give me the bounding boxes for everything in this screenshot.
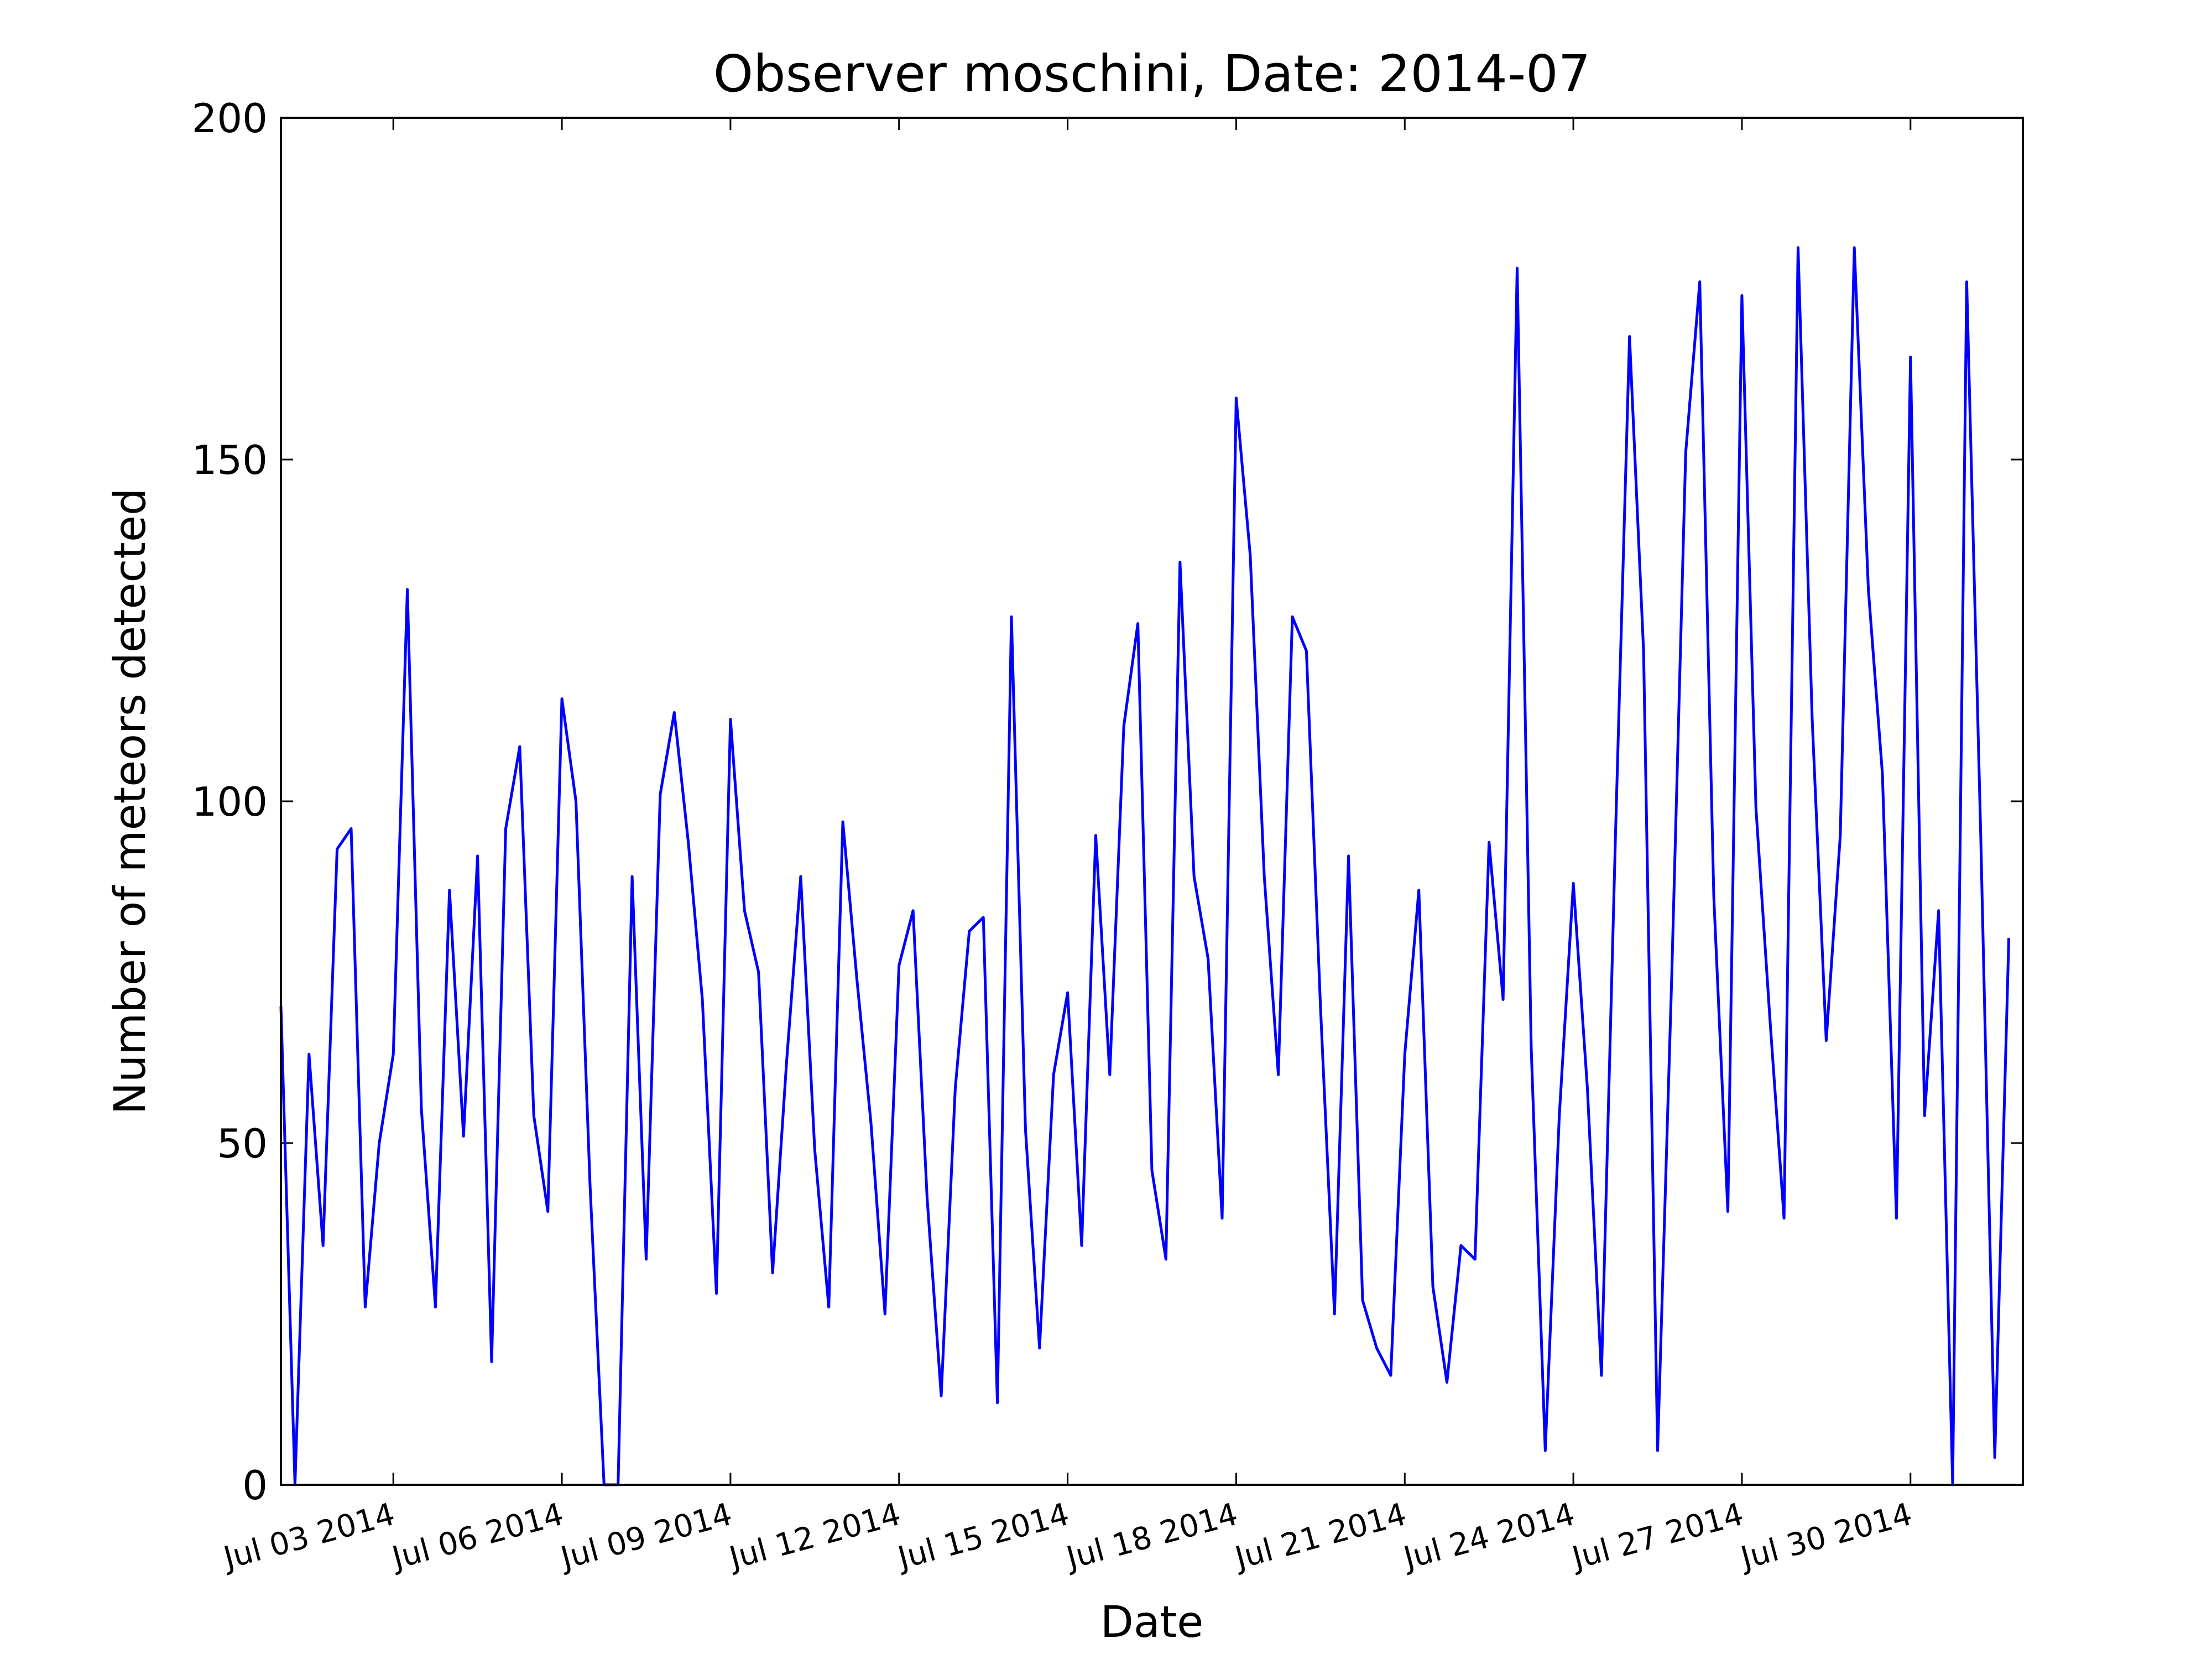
x-tick-label: Jul 06 2014: [387, 1496, 567, 1577]
y-tick-label: 200: [192, 95, 268, 142]
x-tick-label: Jul 15 2014: [893, 1496, 1073, 1577]
y-axis-label: Number of meteors detected: [106, 488, 155, 1115]
chart-title: Observer moschini, Date: 2014-07: [713, 44, 1590, 103]
y-tick-label: 150: [192, 437, 268, 483]
x-tick-label: Jul 27 2014: [1567, 1496, 1747, 1577]
plot-frame: [280, 117, 2024, 1486]
y-tick-label: 100: [192, 779, 268, 825]
x-tick-label: Jul 12 2014: [724, 1496, 904, 1577]
y-tick-label: 0: [242, 1462, 268, 1509]
x-tick-label: Jul 30 2014: [1736, 1496, 1916, 1577]
x-tick-label: Jul 24 2014: [1399, 1496, 1579, 1577]
x-axis-label: Date: [1100, 1598, 1203, 1647]
data-line: [279, 246, 2011, 1486]
x-tick-label: Jul 18 2014: [1061, 1496, 1241, 1577]
x-tick-label: Jul 09 2014: [556, 1496, 736, 1577]
y-tick-label: 50: [217, 1120, 268, 1167]
x-tick-label: Jul 21 2014: [1230, 1496, 1410, 1577]
